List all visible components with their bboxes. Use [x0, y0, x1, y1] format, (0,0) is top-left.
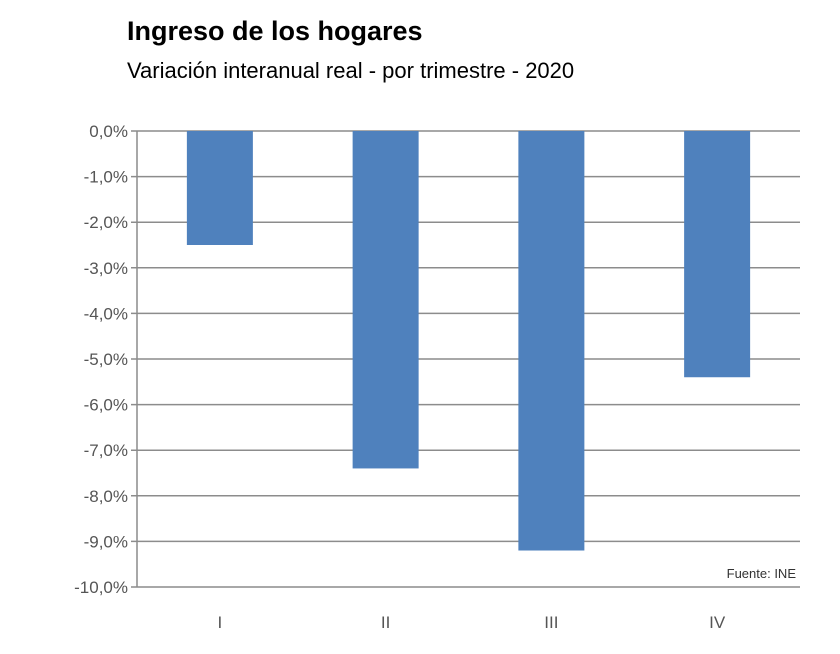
x-tick-label: I — [218, 613, 223, 632]
chart-subtitle: Variación interanual real - por trimestr… — [127, 58, 575, 83]
y-tick-label: 0,0% — [89, 122, 128, 141]
source-note: Fuente: INE — [727, 566, 797, 581]
y-tick-label: -4,0% — [84, 304, 128, 323]
y-tick-label: -8,0% — [84, 487, 128, 506]
y-tick-label: -1,0% — [84, 168, 128, 187]
y-tick-label: -9,0% — [84, 532, 128, 551]
y-tick-label: -10,0% — [74, 578, 128, 597]
bar — [186, 131, 253, 245]
y-tick-label: -5,0% — [84, 350, 128, 369]
bar — [684, 131, 751, 378]
y-tick-label: -6,0% — [84, 396, 128, 415]
bar — [352, 131, 419, 469]
x-tick-label: II — [381, 613, 390, 632]
y-tick-label: -2,0% — [84, 213, 128, 232]
bar — [518, 131, 585, 551]
x-tick-label: IV — [709, 613, 726, 632]
x-tick-label: III — [544, 613, 558, 632]
y-tick-label: -3,0% — [84, 259, 128, 278]
chart-title: Ingreso de los hogares — [127, 16, 423, 46]
y-tick-label: -7,0% — [84, 441, 128, 460]
